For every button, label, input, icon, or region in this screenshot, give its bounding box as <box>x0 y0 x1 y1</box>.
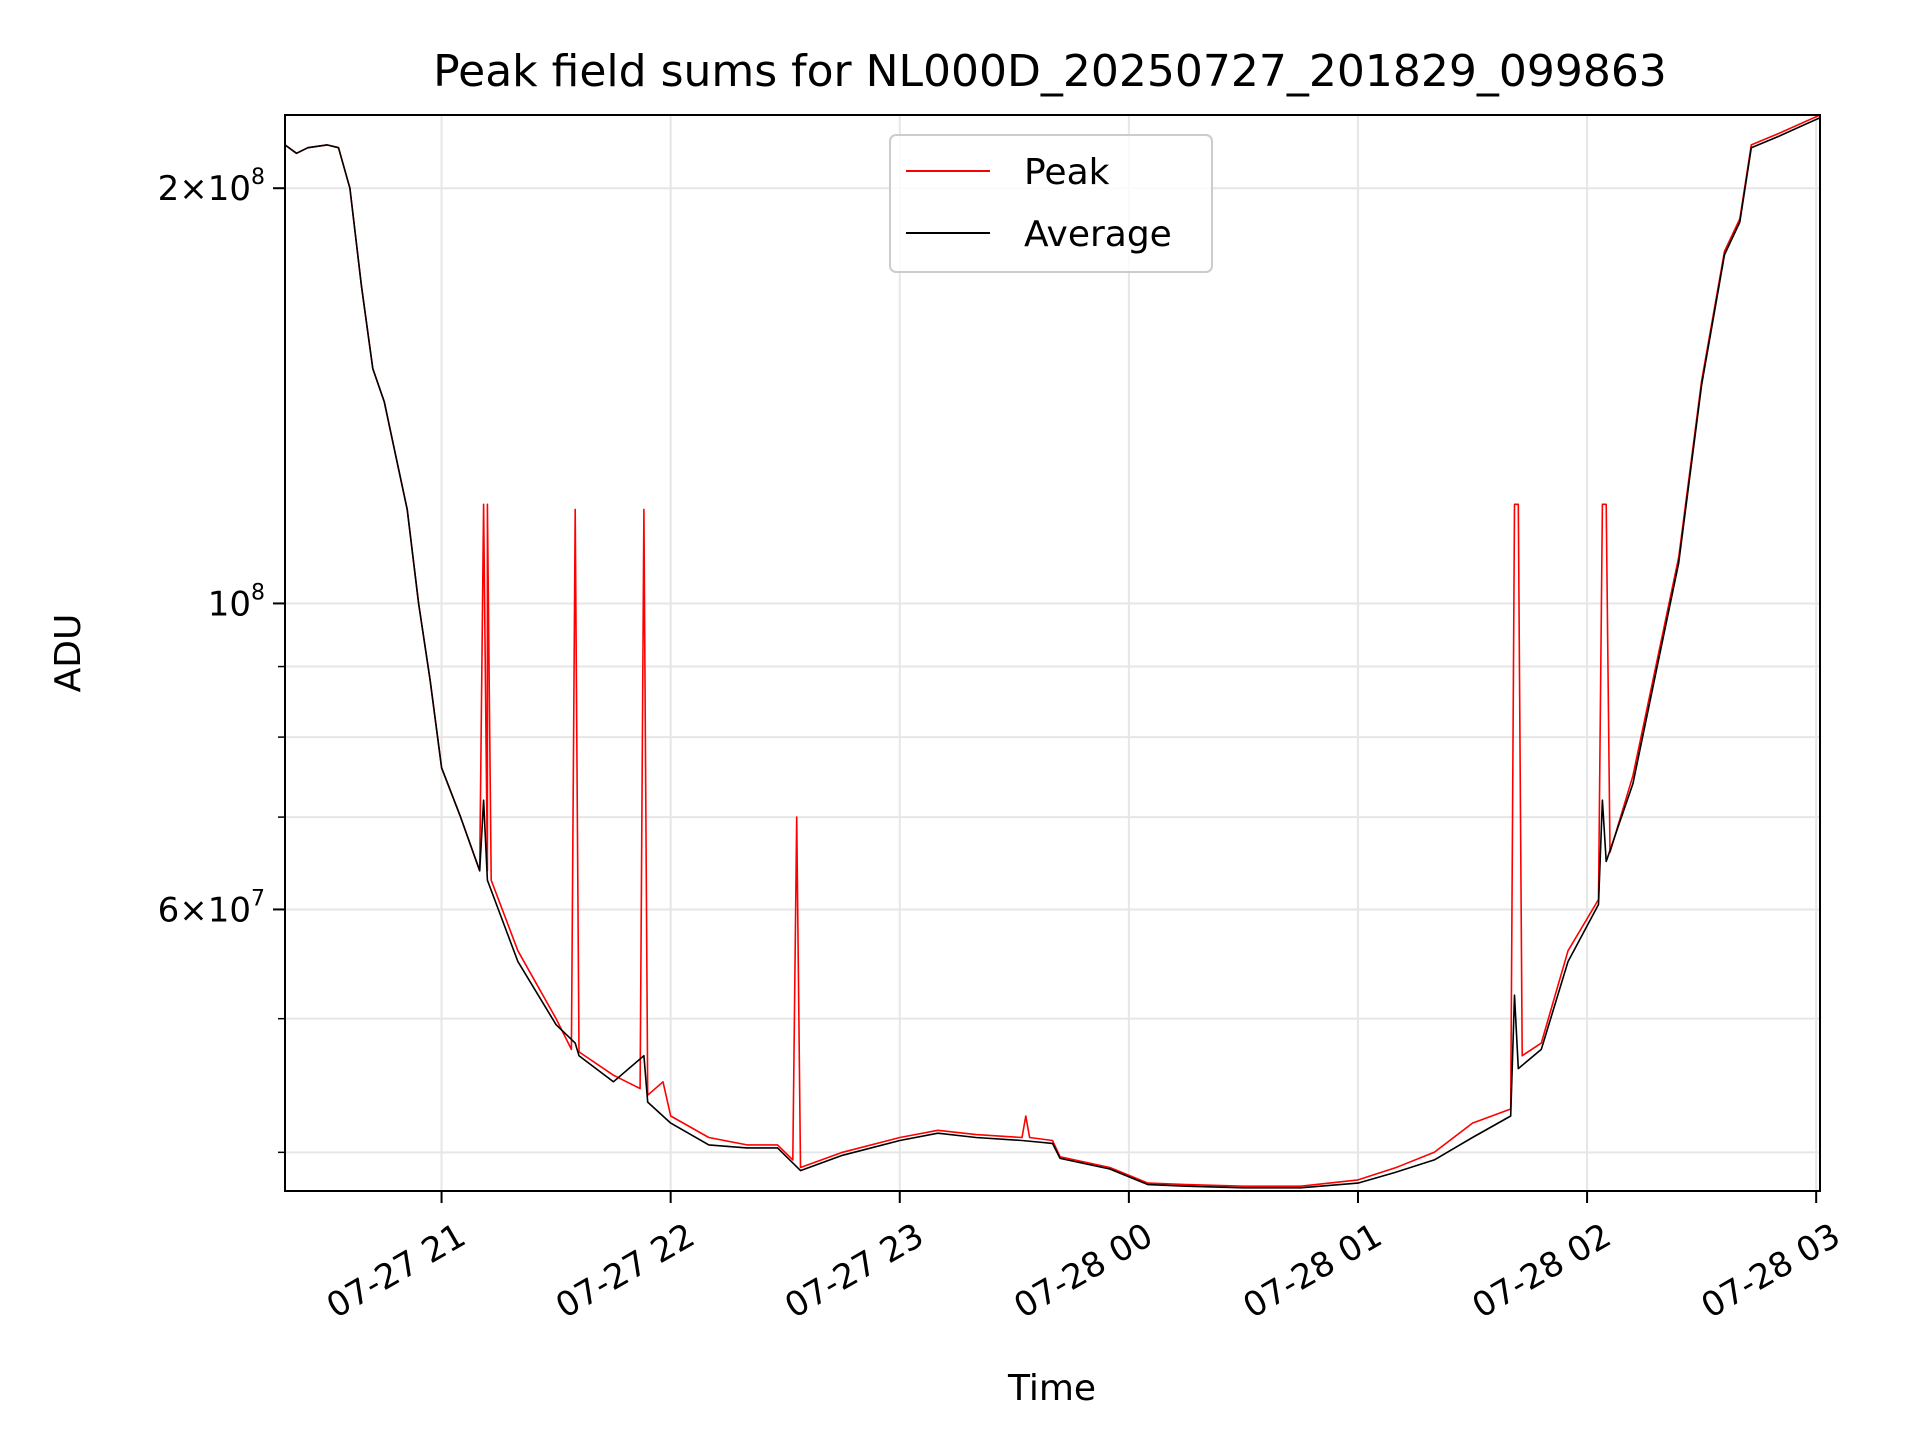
series-layer <box>285 115 1820 1189</box>
plot-frame <box>284 114 1821 1192</box>
series-line-average <box>285 116 1820 1189</box>
y-axis-label: ADU <box>48 614 89 693</box>
legend: Peak Average <box>889 134 1213 273</box>
chart-title: Peak field sums for NL000D_20250727_2018… <box>433 46 1667 97</box>
legend-box <box>889 134 1213 273</box>
y-axis: 6×107 108 2×108 <box>158 165 285 1154</box>
y-tick-label: 6×107 <box>158 886 265 930</box>
y-tick-label: 108 <box>208 580 265 624</box>
y-tick-label: 2×108 <box>158 165 265 209</box>
x-axis-label: Time <box>1007 1368 1096 1409</box>
legend-label-peak: Peak <box>1024 152 1110 193</box>
legend-label-average: Average <box>1024 214 1172 255</box>
